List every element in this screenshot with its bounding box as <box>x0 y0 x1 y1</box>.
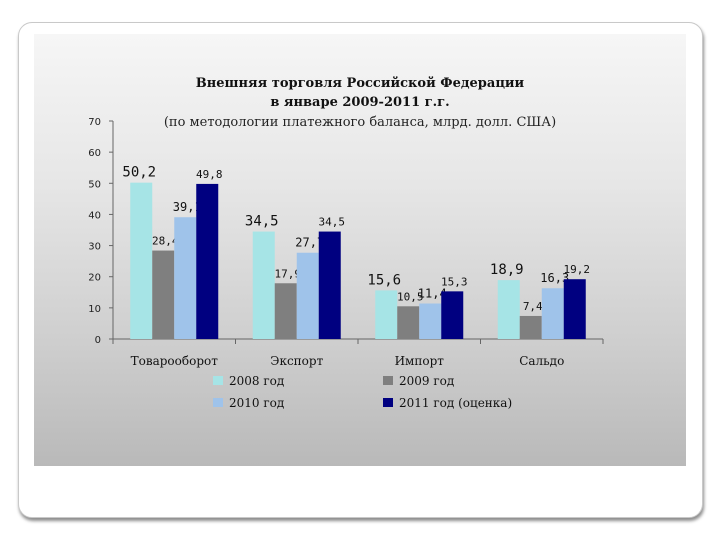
chart-subtitle: (по методологии платежного баланса, млрд… <box>163 115 557 130</box>
legend-label-3: 2010 год <box>229 396 284 410</box>
bar-3-3 <box>419 303 442 339</box>
legend-label-4: 2011 год (оценка) <box>399 396 512 410</box>
data-label: 7,4 <box>523 300 543 313</box>
data-label: 10,5 <box>397 290 424 303</box>
legend-label-1: 2008 год <box>229 374 284 388</box>
y-tick-label: 40 <box>88 210 101 221</box>
bar-4-1 <box>196 183 219 339</box>
data-label: 39,1 <box>173 200 202 214</box>
data-label: 19,2 <box>564 263 591 276</box>
data-label: 15,3 <box>441 275 468 288</box>
data-label: 17,9 <box>275 267 302 280</box>
chart-title-line2: в январе 2009-2011 г.г. <box>270 95 450 110</box>
y-tick-label: 20 <box>88 273 101 284</box>
bar-4-4 <box>563 279 586 339</box>
bar-1-3 <box>375 290 398 339</box>
bar-2-3 <box>397 306 420 339</box>
y-tick-label: 50 <box>88 179 101 190</box>
bar-2-1 <box>152 250 175 339</box>
category-label: Сальдо <box>519 354 564 368</box>
y-tick-label: 10 <box>88 304 101 315</box>
bar-4-2 <box>318 231 341 339</box>
data-label: 16,3 <box>540 271 569 285</box>
data-label: 18,9 <box>490 262 524 278</box>
bar-2-2 <box>274 283 297 339</box>
y-tick-label: 30 <box>88 242 101 253</box>
data-label: 11,4 <box>418 286 447 300</box>
data-label: 28,4 <box>152 235 179 248</box>
y-tick-label: 70 <box>88 117 101 128</box>
category-label: Экспорт <box>270 354 323 368</box>
data-label: 34,5 <box>319 216 346 229</box>
legend-swatch-1 <box>213 376 223 385</box>
data-label: 27,7 <box>295 236 324 250</box>
data-label: 34,5 <box>245 214 279 230</box>
category-label: Товарооборот <box>131 354 219 368</box>
legend-swatch-2 <box>383 376 393 385</box>
legend-label-2: 2009 год <box>399 374 454 388</box>
y-tick-label: 0 <box>95 335 101 346</box>
data-label: 49,8 <box>196 168 223 181</box>
category-label: Импорт <box>395 354 445 368</box>
bar-3-4 <box>541 288 564 339</box>
chart-title-line1: Внешняя торговля Российской Федерации <box>195 76 525 91</box>
bar-3-1 <box>174 217 197 339</box>
bar-1-1 <box>130 182 153 339</box>
legend-swatch-4 <box>383 398 393 407</box>
bar-4-3 <box>441 291 464 339</box>
legend-swatch-3 <box>213 398 223 407</box>
y-tick-label: 60 <box>88 148 101 159</box>
data-label: 50,2 <box>122 165 156 181</box>
bar-2-4 <box>519 315 542 339</box>
bar-1-2 <box>252 231 275 339</box>
bar-3-2 <box>296 252 319 339</box>
bar-1-4 <box>497 280 520 339</box>
data-label: 15,6 <box>367 272 401 288</box>
